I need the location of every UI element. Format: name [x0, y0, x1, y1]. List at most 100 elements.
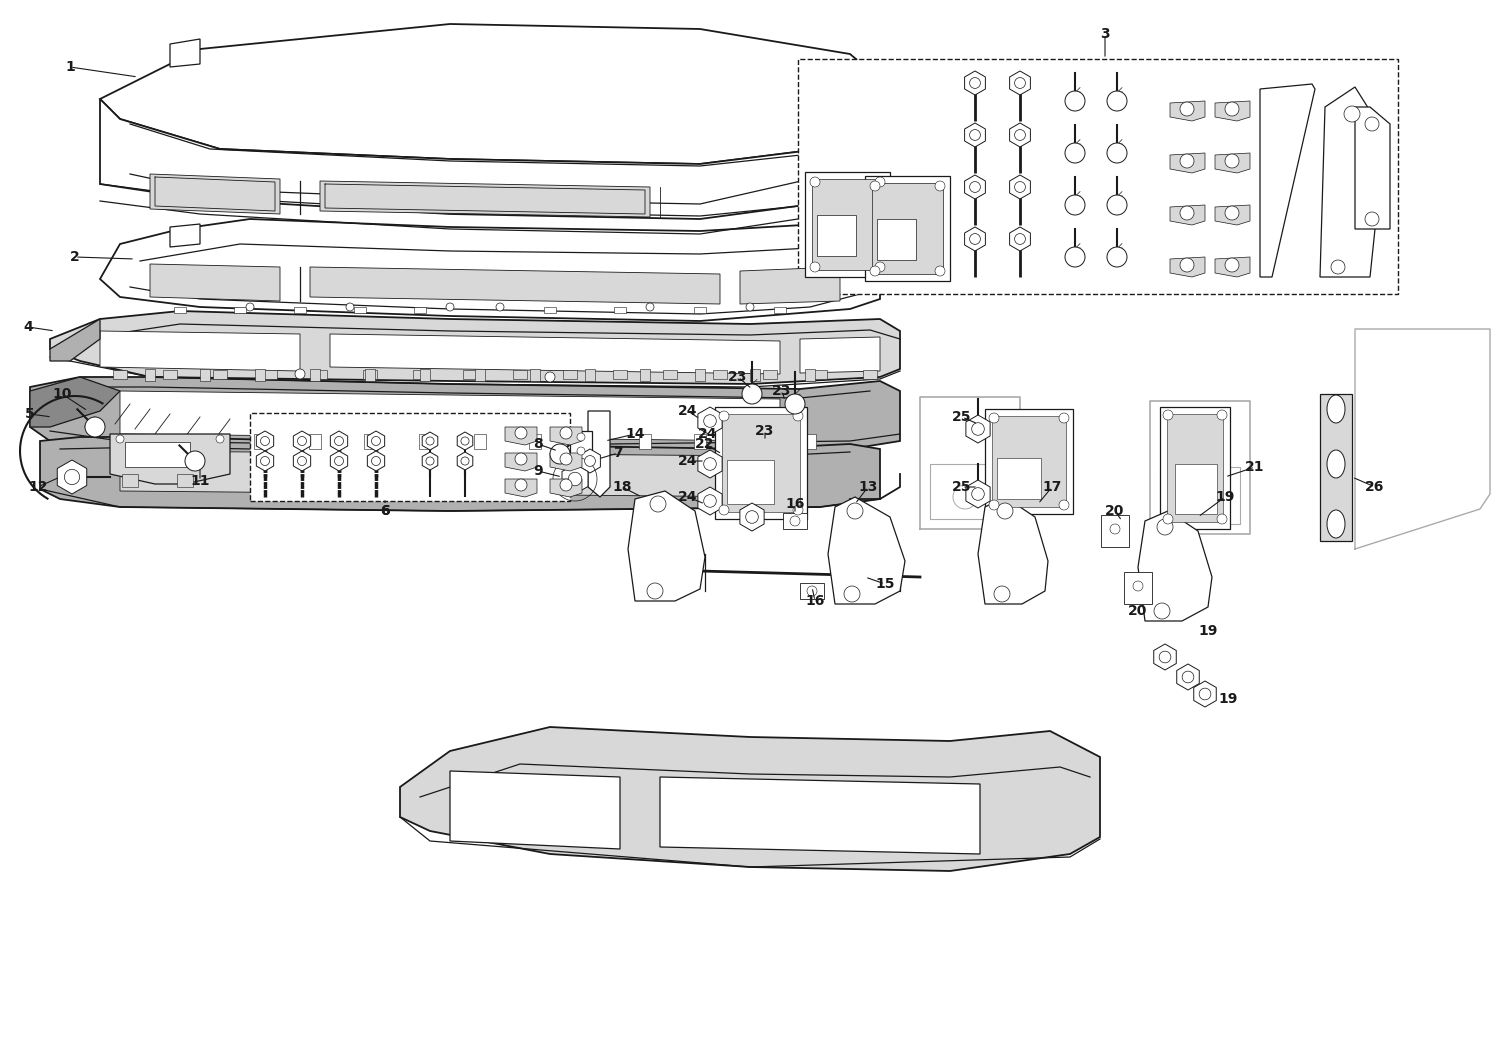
Text: 18: 18: [612, 480, 631, 494]
Polygon shape: [697, 487, 721, 515]
Text: 4: 4: [23, 320, 33, 334]
Polygon shape: [1169, 101, 1205, 121]
Circle shape: [1157, 519, 1172, 535]
Polygon shape: [721, 414, 800, 512]
Polygon shape: [806, 172, 890, 277]
Polygon shape: [1154, 644, 1177, 670]
Circle shape: [1199, 688, 1211, 700]
Circle shape: [810, 262, 821, 272]
Circle shape: [1180, 258, 1193, 272]
Polygon shape: [1320, 394, 1353, 541]
Bar: [234, 307, 246, 313]
Bar: [764, 370, 777, 379]
Circle shape: [425, 457, 434, 465]
Text: 22: 22: [696, 437, 715, 451]
Circle shape: [1344, 106, 1360, 122]
Circle shape: [1163, 410, 1172, 420]
Ellipse shape: [1327, 510, 1345, 538]
Polygon shape: [101, 331, 301, 371]
Polygon shape: [257, 451, 274, 471]
Polygon shape: [866, 176, 950, 281]
Polygon shape: [660, 777, 980, 854]
Text: 24: 24: [678, 454, 697, 468]
Polygon shape: [101, 24, 879, 164]
Circle shape: [1060, 413, 1069, 423]
Ellipse shape: [1327, 450, 1345, 478]
Text: 25: 25: [953, 410, 972, 424]
Polygon shape: [739, 504, 764, 531]
Text: 25: 25: [953, 480, 972, 494]
Text: 24: 24: [678, 490, 697, 504]
Bar: [310, 369, 320, 381]
Text: 19: 19: [1216, 490, 1234, 504]
Circle shape: [1015, 130, 1025, 141]
Bar: [364, 434, 376, 449]
Circle shape: [1159, 651, 1171, 663]
Circle shape: [516, 427, 528, 438]
Polygon shape: [257, 431, 274, 451]
Circle shape: [718, 505, 729, 515]
Polygon shape: [457, 432, 473, 450]
Bar: [213, 370, 227, 379]
Bar: [640, 369, 649, 381]
Circle shape: [703, 457, 717, 470]
Circle shape: [1163, 514, 1172, 524]
Text: 23: 23: [729, 370, 747, 384]
Circle shape: [1180, 206, 1193, 220]
Circle shape: [216, 435, 224, 443]
Polygon shape: [562, 464, 588, 494]
Bar: [122, 474, 138, 487]
Polygon shape: [816, 215, 855, 256]
Circle shape: [1108, 91, 1127, 111]
Circle shape: [1066, 143, 1085, 163]
Polygon shape: [367, 431, 385, 451]
Circle shape: [935, 266, 945, 276]
Bar: [783, 513, 807, 529]
Polygon shape: [727, 459, 774, 504]
Bar: [813, 370, 827, 379]
Polygon shape: [984, 409, 1073, 514]
Circle shape: [972, 488, 984, 500]
Bar: [564, 370, 577, 379]
Bar: [615, 307, 627, 313]
Text: 10: 10: [53, 387, 72, 401]
Bar: [544, 307, 556, 313]
Bar: [1124, 572, 1151, 604]
Polygon shape: [1214, 205, 1250, 224]
Circle shape: [646, 303, 654, 311]
Bar: [113, 370, 126, 379]
Circle shape: [1108, 247, 1127, 267]
Text: 2: 2: [71, 250, 80, 264]
Circle shape: [935, 181, 945, 191]
Circle shape: [1108, 195, 1127, 215]
Polygon shape: [965, 175, 986, 199]
Polygon shape: [50, 311, 900, 384]
Circle shape: [425, 437, 434, 445]
Bar: [531, 369, 540, 381]
Circle shape: [1015, 234, 1025, 244]
Polygon shape: [628, 491, 705, 601]
Polygon shape: [697, 407, 721, 435]
Circle shape: [1015, 78, 1025, 88]
Text: 16: 16: [785, 497, 804, 511]
Polygon shape: [800, 337, 879, 373]
Circle shape: [989, 413, 999, 423]
Polygon shape: [1193, 681, 1216, 707]
Circle shape: [1066, 91, 1085, 111]
Bar: [313, 370, 328, 379]
Bar: [413, 370, 427, 379]
Circle shape: [1154, 603, 1169, 619]
Bar: [355, 307, 367, 313]
Circle shape: [1108, 143, 1127, 163]
Polygon shape: [150, 264, 280, 301]
Text: 23: 23: [773, 384, 792, 398]
Polygon shape: [1010, 71, 1031, 95]
Circle shape: [1365, 117, 1378, 131]
Polygon shape: [293, 431, 311, 451]
Bar: [694, 307, 706, 313]
Polygon shape: [550, 453, 582, 471]
Polygon shape: [739, 267, 840, 304]
Circle shape: [972, 423, 984, 435]
Polygon shape: [550, 479, 582, 497]
Bar: [419, 369, 430, 381]
